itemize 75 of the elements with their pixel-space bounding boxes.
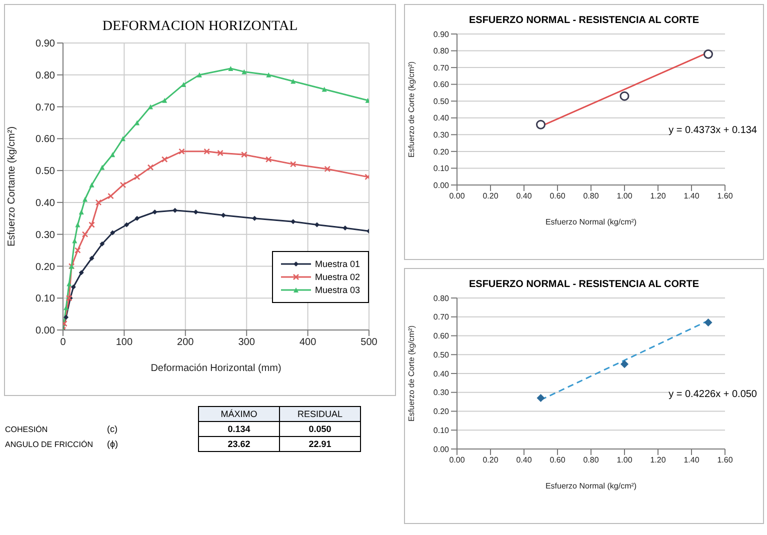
- x-tick-label: 0.00: [449, 456, 466, 465]
- text: 0.134: [198, 422, 280, 436]
- text: MÁXIMO: [198, 406, 280, 422]
- y-tick-label: 0.80: [36, 70, 56, 82]
- text: 0.050: [280, 422, 360, 436]
- y-tick-label: 0.70: [36, 102, 56, 114]
- text: (c): [106, 423, 118, 436]
- x-tick-label: 1.00: [616, 192, 633, 201]
- x-tick-label: 0.00: [449, 192, 466, 201]
- y-tick-label: 0.00: [36, 326, 56, 337]
- y-tick-label: 0.10: [36, 294, 56, 305]
- y-axis-title: Esfuerzo de Corte (kg/cm²): [406, 61, 416, 158]
- legend-label: Muestra 02: [314, 272, 360, 282]
- chart-title: ESFUERZO NORMAL - RESISTENCIA AL CORTE: [468, 279, 700, 290]
- text: ANGULO DE FRICCIÓN: [4, 438, 94, 450]
- y-tick-label: 0.70: [433, 312, 450, 322]
- x-axis-title: Esfuerzo Normal (kg/cm²): [545, 218, 637, 227]
- x-tick-label: 1.20: [650, 192, 666, 201]
- annotation: y = 0.4373x + 0.134: [668, 125, 757, 136]
- y-tick-label: 0.20: [433, 407, 450, 416]
- y-tick-label: 0.00: [433, 180, 450, 190]
- y-tick-label: 0.30: [433, 130, 450, 140]
- y-tick-label: 0.50: [36, 166, 56, 178]
- x-tick-label: 300: [238, 337, 256, 348]
- y-tick-label: 0.70: [433, 63, 450, 72]
- y-tick-label: 0.60: [433, 80, 450, 90]
- x-tick-label: 1.60: [717, 456, 734, 465]
- legend-label: Muestra 03: [314, 285, 360, 295]
- y-tick-label: 0.30: [433, 388, 450, 398]
- y-tick-label: 0.80: [433, 46, 450, 56]
- chart-title: ESFUERZO NORMAL - RESISTENCIA AL CORTE: [468, 15, 700, 26]
- y-tick-label: 0.50: [433, 350, 450, 360]
- x-tick-label: 0: [60, 337, 66, 348]
- y-tick-label: 0.10: [433, 164, 450, 174]
- y-tick-label: 0.40: [433, 114, 450, 123]
- text: 23.62: [198, 436, 280, 452]
- x-tick-label: 1.60: [717, 192, 734, 201]
- y-axis-title: Esfuerzo Cortante (kg/cm²): [6, 126, 18, 247]
- text: RESIDUAL: [280, 406, 360, 422]
- chart-title: DEFORMACION HORIZONTAL: [101, 19, 299, 35]
- y-tick-label: 0.90: [36, 38, 56, 50]
- x-tick-label: 0.40: [516, 456, 532, 465]
- y-tick-label: 0.80: [433, 294, 450, 303]
- x-tick-label: 1.40: [684, 192, 700, 201]
- x-tick-label: 0.60: [550, 456, 566, 465]
- text: (ϕ): [106, 438, 120, 451]
- x-tick-label: 1.40: [684, 456, 700, 465]
- x-tick-label: 1.20: [650, 456, 666, 465]
- x-tick-label: 500: [360, 337, 378, 348]
- annotation: y = 0.4226x + 0.050: [668, 389, 757, 400]
- x-tick-label: 0.40: [516, 192, 532, 201]
- legend-label: Muestra 01: [314, 259, 360, 269]
- x-tick-label: 0.60: [550, 192, 566, 201]
- y-tick-label: 0.30: [36, 230, 56, 241]
- x-tick-label: 0.80: [583, 192, 600, 201]
- x-tick-label: 1.00: [616, 456, 633, 465]
- y-tick-label: 0.50: [433, 96, 450, 106]
- x-tick-label: 100: [116, 337, 133, 348]
- y-axis-title: Esfuerzo de Corte (kg/cm²): [406, 325, 416, 422]
- x-tick-label: 0.80: [583, 456, 600, 465]
- x-tick-label: 0.20: [482, 456, 499, 465]
- y-tick-label: 0.40: [433, 369, 450, 378]
- text: COHESIÓN: [4, 424, 49, 436]
- x-tick-label: 400: [299, 337, 317, 348]
- x-tick-label: 200: [177, 337, 194, 348]
- x-axis-title: Esfuerzo Normal (kg/cm²): [545, 482, 637, 491]
- y-tick-label: 0.20: [36, 262, 56, 273]
- x-axis-title: Deformación Horizontal (mm): [150, 363, 282, 374]
- x-tick-label: 0.20: [482, 192, 499, 201]
- y-tick-label: 0.20: [433, 147, 450, 156]
- y-tick-label: 0.60: [36, 134, 56, 146]
- y-tick-label: 0.00: [433, 444, 450, 454]
- y-tick-label: 0.90: [433, 30, 450, 39]
- text: 22.91: [280, 436, 360, 452]
- y-tick-label: 0.10: [433, 426, 450, 435]
